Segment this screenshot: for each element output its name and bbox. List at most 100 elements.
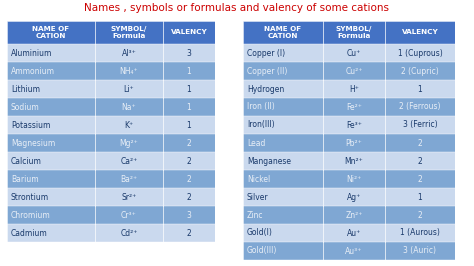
Text: Zn²⁺: Zn²⁺ (346, 210, 363, 219)
Text: Cd²⁺: Cd²⁺ (120, 228, 137, 238)
Text: Au⁺: Au⁺ (347, 228, 361, 238)
Text: Calcium: Calcium (11, 156, 42, 165)
Bar (243, 116, 455, 134)
Text: 3 (Auric): 3 (Auric) (403, 247, 437, 256)
Bar (7, 188, 215, 206)
Text: 2: 2 (187, 193, 191, 202)
Text: Ammonium: Ammonium (11, 66, 55, 76)
Bar (7, 170, 215, 188)
Bar (243, 224, 455, 242)
Bar (243, 80, 455, 98)
Text: Chromium: Chromium (11, 210, 51, 219)
Text: SYMBOL/
Formula: SYMBOL/ Formula (111, 26, 147, 39)
Text: 3: 3 (187, 210, 191, 219)
Text: 1 (Aurous): 1 (Aurous) (400, 228, 440, 238)
Text: 2: 2 (418, 174, 422, 184)
Text: Nickel: Nickel (247, 174, 270, 184)
Text: Cadmium: Cadmium (11, 228, 48, 238)
Text: Fe³⁺: Fe³⁺ (346, 120, 362, 130)
Text: Sr²⁺: Sr²⁺ (121, 193, 137, 202)
Text: 1: 1 (418, 85, 422, 94)
Text: Potassium: Potassium (11, 120, 50, 130)
Text: Hydrogen: Hydrogen (247, 85, 284, 94)
Text: 1: 1 (418, 193, 422, 202)
Text: Names , symbols or formulas and valency of some cations: Names , symbols or formulas and valency … (84, 3, 390, 13)
Text: 1 (Cuprous): 1 (Cuprous) (398, 48, 442, 57)
Text: Lithium: Lithium (11, 85, 40, 94)
Bar (7, 224, 215, 242)
Text: 3 (Ferric): 3 (Ferric) (403, 120, 438, 130)
Text: NAME OF
CATION: NAME OF CATION (32, 26, 70, 39)
Bar (243, 206, 455, 224)
Text: 2: 2 (418, 210, 422, 219)
Bar (7, 98, 215, 116)
Text: Fe²⁺: Fe²⁺ (346, 102, 362, 111)
Bar (243, 188, 455, 206)
Text: Mn²⁺: Mn²⁺ (345, 156, 364, 165)
Text: Copper (I): Copper (I) (247, 48, 285, 57)
Text: NH₄⁺: NH₄⁺ (120, 66, 138, 76)
Text: Barium: Barium (11, 174, 38, 184)
Text: 2 (Ferrous): 2 (Ferrous) (399, 102, 441, 111)
Bar (243, 242, 455, 260)
Text: Copper (II): Copper (II) (247, 66, 287, 76)
Text: Sodium: Sodium (11, 102, 40, 111)
Text: Ca²⁺: Ca²⁺ (120, 156, 137, 165)
Bar (7, 116, 215, 134)
Text: Cu⁺: Cu⁺ (347, 48, 361, 57)
Bar (243, 152, 455, 170)
Text: K⁺: K⁺ (125, 120, 134, 130)
Bar (243, 62, 455, 80)
Text: Zinc: Zinc (247, 210, 264, 219)
Bar (7, 152, 215, 170)
Text: Ba²⁺: Ba²⁺ (120, 174, 137, 184)
Text: Au³⁺: Au³⁺ (346, 247, 363, 256)
Text: Magnesium: Magnesium (11, 139, 55, 148)
Text: Cr³⁺: Cr³⁺ (121, 210, 137, 219)
Text: Ni²⁺: Ni²⁺ (346, 174, 362, 184)
Text: 2: 2 (187, 139, 191, 148)
Bar (243, 170, 455, 188)
Bar (243, 98, 455, 116)
Bar (243, 44, 455, 62)
Text: Lead: Lead (247, 139, 265, 148)
Text: Iron (II): Iron (II) (247, 102, 275, 111)
Bar (7, 44, 215, 62)
Text: H⁺: H⁺ (349, 85, 359, 94)
Text: 1: 1 (187, 85, 191, 94)
Text: 2: 2 (187, 174, 191, 184)
Text: 2: 2 (187, 228, 191, 238)
Text: VALENCY: VALENCY (401, 30, 438, 35)
Text: NAME OF
CATION: NAME OF CATION (264, 26, 301, 39)
Text: Aluminium: Aluminium (11, 48, 52, 57)
Bar (7, 206, 215, 224)
Text: Na⁺: Na⁺ (122, 102, 137, 111)
Text: 2: 2 (418, 139, 422, 148)
Text: Li⁺: Li⁺ (124, 85, 134, 94)
Text: VALENCY: VALENCY (171, 30, 207, 35)
Bar (243, 134, 455, 152)
Bar (7, 62, 215, 80)
Text: 1: 1 (187, 120, 191, 130)
Text: Manganese: Manganese (247, 156, 291, 165)
Bar (7, 134, 215, 152)
Text: Silver: Silver (247, 193, 269, 202)
Text: Strontium: Strontium (11, 193, 49, 202)
Text: Pb²⁺: Pb²⁺ (346, 139, 363, 148)
Text: 2: 2 (418, 156, 422, 165)
Text: Iron(III): Iron(III) (247, 120, 274, 130)
Text: SYMBOL/
Formula: SYMBOL/ Formula (336, 26, 372, 39)
Text: Mg²⁺: Mg²⁺ (119, 139, 138, 148)
Text: 2: 2 (187, 156, 191, 165)
Bar (243, 21, 455, 44)
Text: 1: 1 (187, 66, 191, 76)
Text: Gold(I): Gold(I) (247, 228, 273, 238)
Text: Ag⁺: Ag⁺ (347, 193, 361, 202)
Text: 2 (Cupric): 2 (Cupric) (401, 66, 439, 76)
Text: 1: 1 (187, 102, 191, 111)
Bar (7, 80, 215, 98)
Text: 3: 3 (187, 48, 191, 57)
Text: Gold(III): Gold(III) (247, 247, 277, 256)
Text: Cu²⁺: Cu²⁺ (346, 66, 363, 76)
Bar (7, 21, 215, 44)
